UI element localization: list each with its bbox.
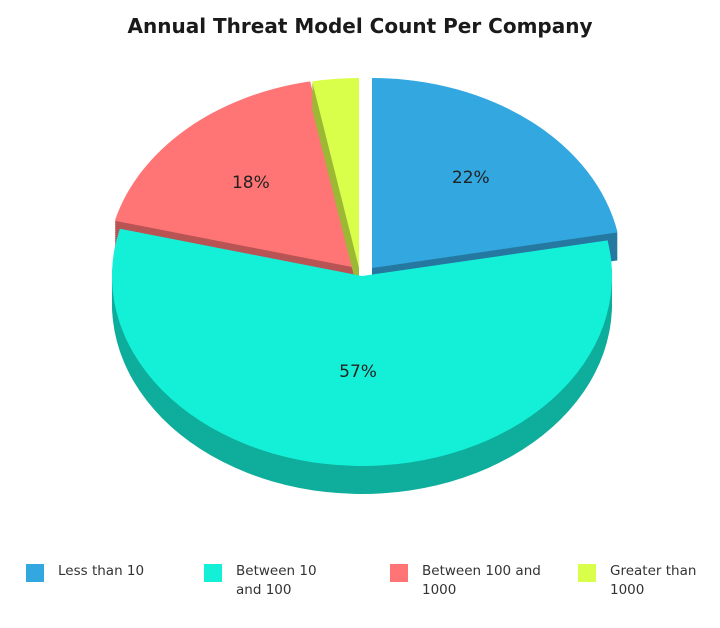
legend-swatch [390,564,408,582]
legend-item-less-than-10[interactable]: Less than 10 [26,562,168,582]
legend-label: Between 10 and 100 [236,563,317,598]
legend-item-between-100-and-1000[interactable]: Between 100 and 1000 [390,562,542,600]
legend-label: Greater than 1000 [610,563,697,598]
legend-swatch [26,564,44,582]
chart-title: Annual Threat Model Count Per Company [127,14,593,38]
pie-slice-between-10-and-100[interactable]: 57% [112,228,613,494]
pie-slice-top [312,78,359,268]
slice-data-label: 57% [339,362,377,382]
pie-slice-greater-than-1000[interactable] [312,78,359,296]
legend-swatch [204,564,222,582]
pie-chart: 22% 18% 57% [112,78,618,494]
legend-item-greater-than-1000[interactable]: Greater than 1000 [578,562,710,600]
pie-slice-top [114,81,357,269]
slice-data-label: 18% [232,173,270,193]
legend-item-between-10-and-100[interactable]: Between 10 and 100 [204,562,346,600]
pie-slice-between-100-and-1000[interactable]: 18% [114,81,357,297]
pie-slice-top [112,228,613,466]
pie-slice-less-than-10[interactable]: 22% [372,78,618,296]
legend-swatch [578,564,596,582]
slice-data-label: 22% [452,168,490,188]
pie-slice-top [372,78,618,268]
legend-label: Less than 10 [58,563,145,579]
legend-label: Between 100 and 1000 [422,563,541,598]
